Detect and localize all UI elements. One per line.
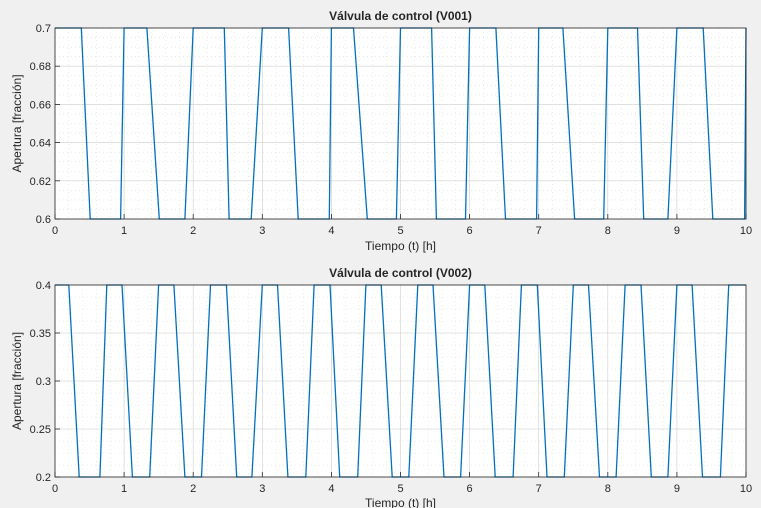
y-axis-label: Apertura [fracción]: [10, 74, 24, 172]
x-tick-label: 7: [536, 225, 542, 237]
x-tick-label: 7: [536, 483, 542, 495]
x-axis-ticks: 0 1 2 3 4 5 6 7 8 9 10: [52, 472, 752, 495]
axes-v001: 0 1 2 3 4 5 6 7 8 9 10 0.6 0.62 0.64 0.66 0.68 0.7 Válv…: [10, 9, 752, 253]
x-tick-label: 3: [259, 225, 265, 237]
x-tick-label: 4: [328, 483, 334, 495]
x-axis-label: Tiempo (t) [h]: [365, 496, 436, 508]
x-tick-label: 0: [52, 483, 58, 495]
x-tick-label: 2: [190, 225, 196, 237]
x-tick-label: 6: [467, 225, 473, 237]
y-tick-label: 0.66: [30, 99, 51, 111]
y-tick-label: 0.6: [36, 214, 51, 226]
x-tick-label: 0: [52, 225, 58, 237]
y-tick-label: 0.68: [30, 61, 51, 73]
x-tick-label: 5: [397, 225, 403, 237]
x-axis-label: Tiempo (t) [h]: [365, 239, 436, 253]
y-tick-label: 0.4: [36, 280, 51, 292]
chart-title: Válvula de control (V002): [329, 266, 472, 280]
y-tick-label: 0.7: [36, 23, 51, 35]
x-tick-label: 6: [467, 483, 473, 495]
y-tick-label: 0.25: [30, 424, 51, 436]
x-tick-label: 10: [740, 483, 752, 495]
y-tick-label: 0.3: [36, 376, 51, 388]
x-tick-label: 4: [328, 225, 334, 237]
x-tick-label: 1: [121, 483, 127, 495]
x-tick-label: 9: [674, 225, 680, 237]
x-tick-label: 2: [190, 483, 196, 495]
x-tick-label: 8: [605, 483, 611, 495]
x-tick-label: 1: [121, 225, 127, 237]
y-tick-label: 0.62: [30, 176, 51, 188]
x-tick-label: 9: [674, 483, 680, 495]
x-axis-ticks: 0 1 2 3 4 5 6 7 8 9 10: [52, 214, 752, 237]
y-axis-ticks: 0.6 0.62 0.64 0.66 0.68 0.7: [30, 23, 60, 226]
y-tick-label: 0.64: [30, 138, 51, 150]
y-tick-label: 0.35: [30, 328, 51, 340]
x-tick-label: 8: [605, 225, 611, 237]
y-axis-label: Apertura [fracción]: [10, 332, 24, 430]
y-tick-label: 0.2: [36, 472, 51, 484]
axes-v002: 0 1 2 3 4 5 6 7 8 9 10 0.2 0.25 0.3 0.35 0.4 Válvula d…: [10, 266, 752, 508]
x-tick-label: 10: [740, 225, 752, 237]
x-tick-label: 3: [259, 483, 265, 495]
y-axis-ticks: 0.2 0.25 0.3 0.35 0.4: [30, 280, 60, 484]
x-tick-label: 5: [397, 483, 403, 495]
chart-title: Válvula de control (V001): [329, 9, 472, 23]
